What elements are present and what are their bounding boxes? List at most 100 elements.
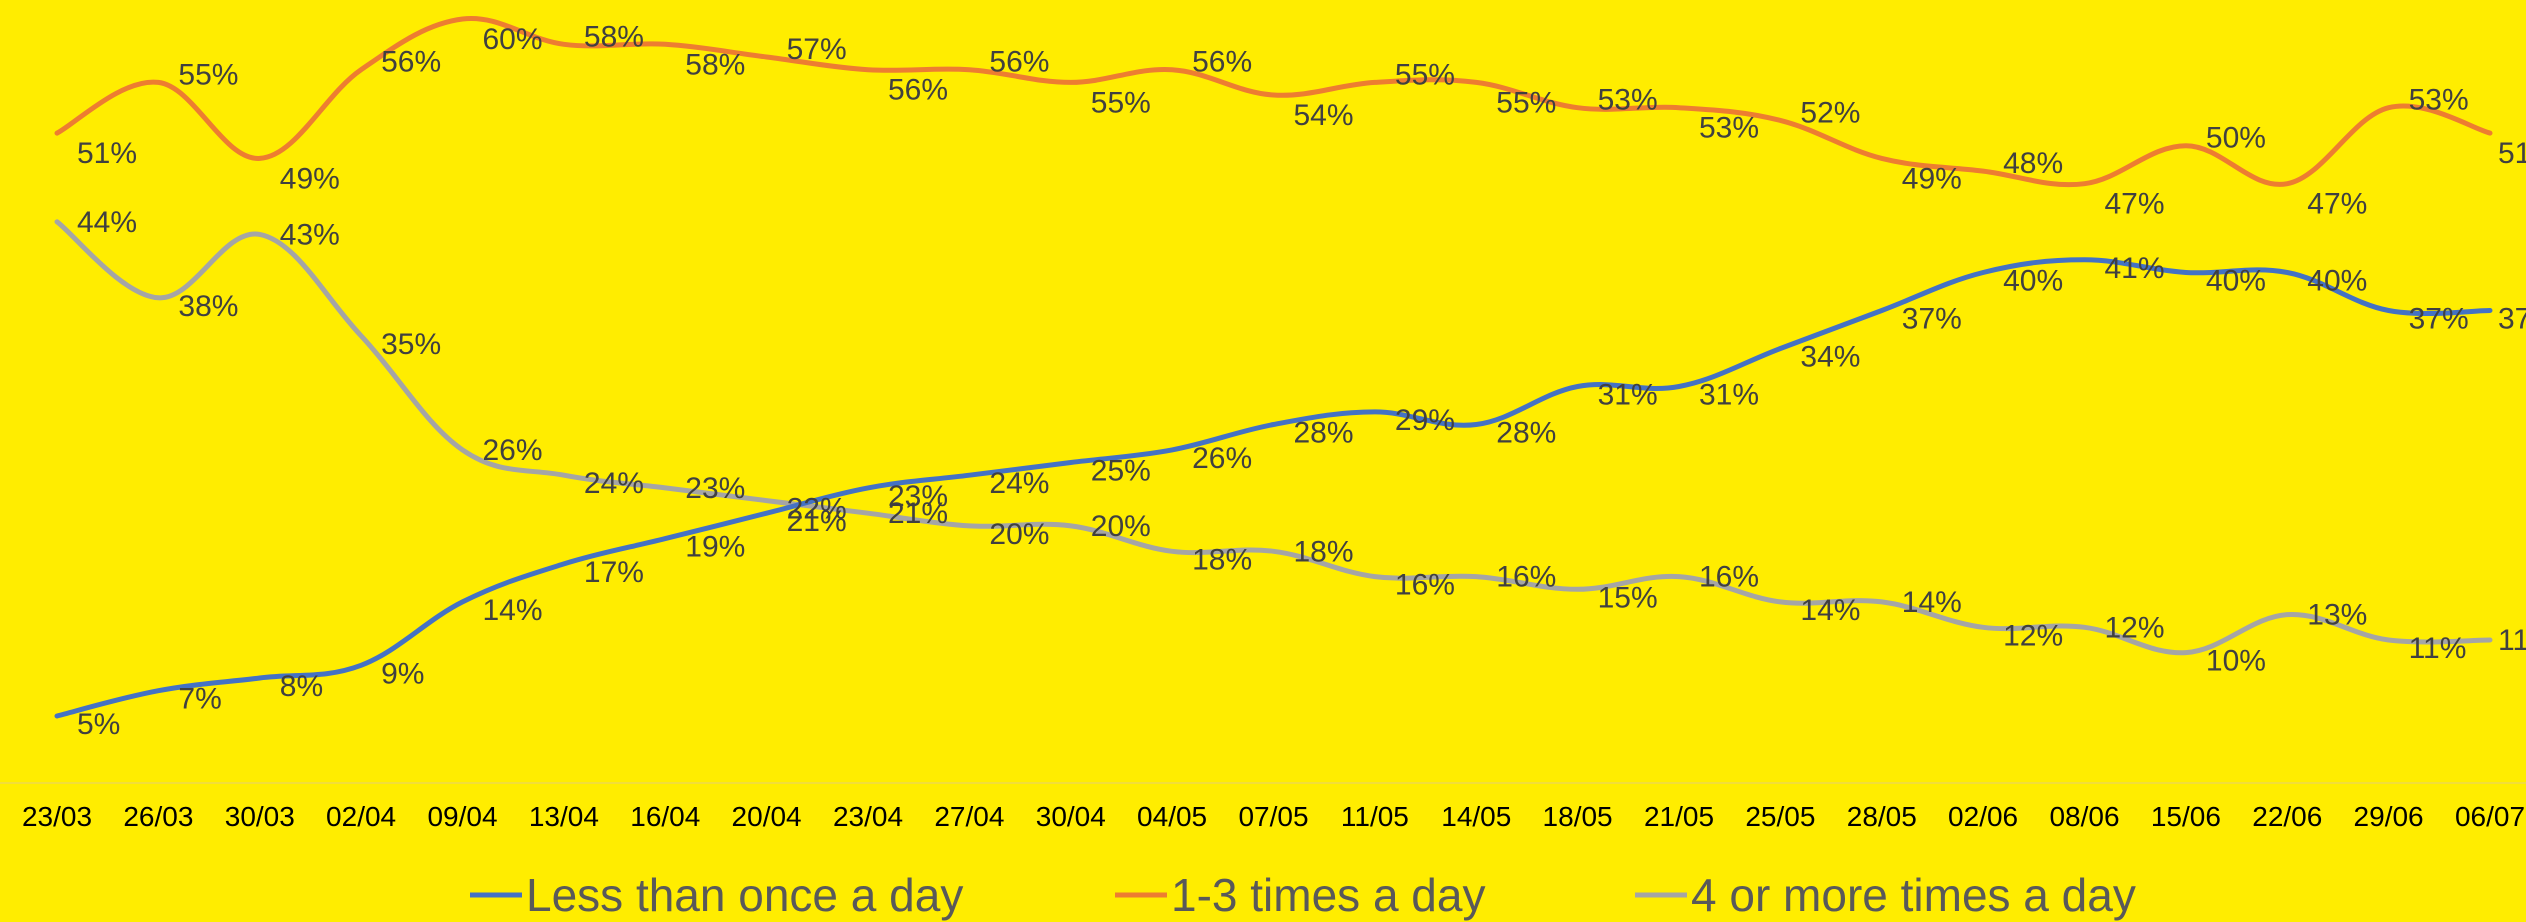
- data-label-4-or-more-times-a-day: 18%: [1294, 535, 1354, 568]
- data-label-4-or-more-times-a-day: 20%: [989, 518, 1049, 551]
- x-tick-label: 23/04: [833, 801, 903, 832]
- data-label-less-than-once-a-day: 40%: [2003, 265, 2063, 298]
- data-label-1-3-times-a-day: 55%: [1395, 58, 1455, 91]
- data-label-less-than-once-a-day: 34%: [1800, 341, 1860, 374]
- data-label-1-3-times-a-day: 51%: [2498, 137, 2526, 170]
- data-label-less-than-once-a-day: 29%: [1395, 404, 1455, 437]
- data-label-less-than-once-a-day: 26%: [1192, 442, 1252, 475]
- data-label-less-than-once-a-day: 31%: [1699, 379, 1759, 412]
- data-label-4-or-more-times-a-day: 44%: [77, 206, 137, 239]
- data-label-4-or-more-times-a-day: 13%: [2307, 599, 2367, 632]
- data-label-less-than-once-a-day: 21%: [787, 505, 847, 538]
- x-tick-label: 30/03: [225, 801, 295, 832]
- x-tick-label: 14/05: [1441, 801, 1511, 832]
- data-label-less-than-once-a-day: 40%: [2206, 265, 2266, 298]
- data-label-1-3-times-a-day: 50%: [2206, 122, 2266, 155]
- data-label-less-than-once-a-day: 41%: [2105, 252, 2165, 285]
- legend-item-less-than-once-a-day: Less than once a day: [470, 869, 963, 921]
- data-label-4-or-more-times-a-day: 16%: [1395, 569, 1455, 602]
- data-label-less-than-once-a-day: 37%: [1902, 303, 1962, 336]
- data-label-4-or-more-times-a-day: 15%: [1598, 581, 1658, 614]
- data-label-1-3-times-a-day: 56%: [888, 74, 948, 107]
- data-label-1-3-times-a-day: 56%: [1192, 46, 1252, 79]
- data-label-4-or-more-times-a-day: 20%: [1091, 510, 1151, 543]
- data-label-less-than-once-a-day: 24%: [989, 467, 1049, 500]
- data-label-1-3-times-a-day: 58%: [685, 48, 745, 81]
- data-label-less-than-once-a-day: 9%: [381, 657, 424, 690]
- x-tick-label: 16/04: [630, 801, 700, 832]
- data-label-1-3-times-a-day: 55%: [1091, 86, 1151, 119]
- x-tick-label: 02/04: [326, 801, 396, 832]
- data-label-1-3-times-a-day: 55%: [1496, 86, 1556, 119]
- data-label-less-than-once-a-day: 28%: [1294, 417, 1354, 450]
- data-label-4-or-more-times-a-day: 11%: [2498, 624, 2526, 657]
- data-label-4-or-more-times-a-day: 43%: [280, 218, 340, 251]
- data-label-less-than-once-a-day: 37%: [2409, 303, 2469, 336]
- legend-label: 1-3 times a day: [1171, 869, 1485, 921]
- data-label-less-than-once-a-day: 8%: [280, 670, 323, 703]
- x-tick-label: 26/03: [123, 801, 193, 832]
- x-tick-label: 07/05: [1238, 801, 1308, 832]
- data-label-less-than-once-a-day: 14%: [483, 594, 543, 627]
- x-tick-label: 04/05: [1137, 801, 1207, 832]
- series-lines: [54, 15, 2493, 719]
- x-tick-label: 18/05: [1543, 801, 1613, 832]
- legend: Less than once a day 1-3 times a day 4 or …: [470, 869, 2136, 921]
- data-label-1-3-times-a-day: 51%: [77, 137, 137, 170]
- data-label-1-3-times-a-day: 56%: [381, 46, 441, 79]
- data-label-less-than-once-a-day: 7%: [178, 683, 221, 716]
- data-label-1-3-times-a-day: 55%: [178, 58, 238, 91]
- data-label-1-3-times-a-day: 58%: [584, 20, 644, 53]
- series-line-1-3-times-a-day: [54, 15, 2493, 188]
- data-label-less-than-once-a-day: 17%: [584, 556, 644, 589]
- data-label-4-or-more-times-a-day: 21%: [888, 497, 948, 530]
- data-label-1-3-times-a-day: 49%: [280, 162, 340, 195]
- data-label-1-3-times-a-day: 47%: [2307, 188, 2367, 221]
- data-label-1-3-times-a-day: 56%: [989, 46, 1049, 79]
- x-tick-label: 02/06: [1948, 801, 2018, 832]
- data-label-4-or-more-times-a-day: 16%: [1496, 561, 1556, 594]
- data-label-4-or-more-times-a-day: 14%: [1800, 594, 1860, 627]
- data-label-4-or-more-times-a-day: 26%: [483, 434, 543, 467]
- data-label-4-or-more-times-a-day: 24%: [584, 467, 644, 500]
- x-tick-label: 28/05: [1847, 801, 1917, 832]
- data-label-4-or-more-times-a-day: 12%: [2003, 619, 2063, 652]
- data-label-less-than-once-a-day: 40%: [2307, 265, 2367, 298]
- data-label-1-3-times-a-day: 53%: [1598, 84, 1658, 117]
- x-tick-label: 09/04: [427, 801, 497, 832]
- legend-label: Less than once a day: [526, 869, 963, 921]
- data-label-4-or-more-times-a-day: 18%: [1192, 543, 1252, 576]
- data-label-less-than-once-a-day: 25%: [1091, 455, 1151, 488]
- data-label-4-or-more-times-a-day: 12%: [2105, 611, 2165, 644]
- data-label-1-3-times-a-day: 47%: [2105, 188, 2165, 221]
- x-tick-label: 06/07: [2455, 801, 2525, 832]
- x-tick-label: 08/06: [2049, 801, 2119, 832]
- x-tick-label: 13/04: [529, 801, 599, 832]
- legend-label: 4 or more times a day: [1691, 869, 2136, 921]
- data-label-4-or-more-times-a-day: 35%: [381, 328, 441, 361]
- data-label-less-than-once-a-day: 28%: [1496, 417, 1556, 450]
- x-tick-label: 21/05: [1644, 801, 1714, 832]
- data-label-1-3-times-a-day: 60%: [483, 23, 543, 56]
- x-tick-label: 11/05: [1341, 801, 1409, 832]
- data-label-less-than-once-a-day: 31%: [1598, 379, 1658, 412]
- x-axis-tick-labels: 23/03 26/03 30/03 02/04 09/04 13/04 16/04 20/04…: [22, 801, 2525, 832]
- x-tick-label: 27/04: [934, 801, 1004, 832]
- data-label-1-3-times-a-day: 53%: [1699, 112, 1759, 145]
- data-label-4-or-more-times-a-day: 11%: [2409, 632, 2467, 665]
- data-label-4-or-more-times-a-day: 10%: [2206, 645, 2266, 678]
- data-label-4-or-more-times-a-day: 22%: [787, 493, 847, 526]
- data-label-1-3-times-a-day: 49%: [1902, 162, 1962, 195]
- x-tick-label: 23/03: [22, 801, 92, 832]
- data-label-less-than-once-a-day: 37%: [2498, 303, 2526, 336]
- x-tick-label: 20/04: [732, 801, 802, 832]
- data-label-less-than-once-a-day: 19%: [685, 531, 745, 564]
- data-label-1-3-times-a-day: 48%: [2003, 147, 2063, 180]
- data-label-less-than-once-a-day: 23%: [888, 480, 948, 513]
- data-label-1-3-times-a-day: 57%: [787, 33, 847, 66]
- x-tick-label: 30/04: [1036, 801, 1106, 832]
- x-tick-label: 25/05: [1745, 801, 1815, 832]
- x-tick-label: 29/06: [2354, 801, 2424, 832]
- data-label-4-or-more-times-a-day: 38%: [178, 290, 238, 323]
